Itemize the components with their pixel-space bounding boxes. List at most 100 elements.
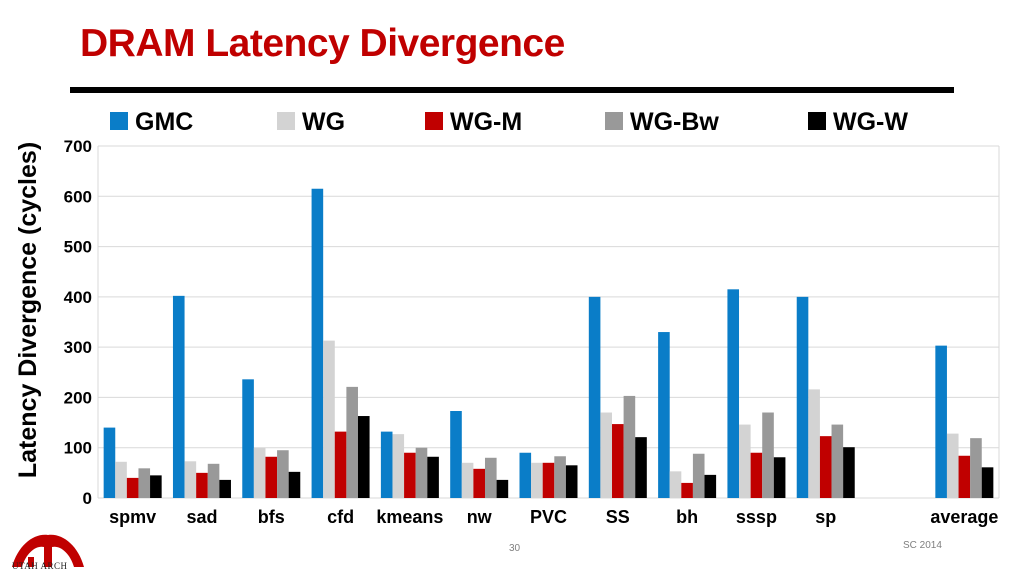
bar-wg-w-nw (496, 479, 509, 498)
bar-wg-bw-bh (692, 453, 705, 498)
bar-wg-bw-sssp (762, 412, 774, 498)
legend-swatch-wg-bw (605, 112, 623, 130)
x-tick-label: PVC (530, 507, 567, 527)
bar-gmc-sad (172, 295, 185, 498)
chart-bars (103, 188, 994, 498)
bar-wg-bw-cfd (346, 386, 358, 498)
y-tick-label: 700 (64, 137, 92, 156)
y-tick-label: 400 (64, 288, 92, 307)
bar-wg-w-kmeans (427, 456, 439, 498)
y-tick-label: 200 (64, 388, 92, 407)
legend-label-gmc: GMC (135, 108, 193, 136)
x-tick-label: cfd (327, 507, 354, 527)
bar-gmc-nw (450, 411, 462, 498)
x-tick-label: average (930, 507, 998, 527)
bar-wg-bh (669, 471, 682, 498)
bar-wg-m-spmv (126, 477, 139, 498)
x-axis-ticks: spmv sad bfs cfd kmeans nw PVC SS bh sssp sp averag… (109, 507, 998, 527)
bar-wg-bw-kmeans (415, 447, 428, 498)
bar-wg-bw-average (970, 438, 982, 498)
y-tick-label: 500 (64, 238, 92, 257)
bar-wg-kmeans (392, 434, 405, 498)
bar-wg-m-cfd (334, 431, 347, 498)
legend-label-wg-w: WG-W (833, 108, 908, 136)
chart-legend: GMC WG WG-M WG-Bw WG-W (110, 108, 908, 136)
bar-gmc-bh (658, 332, 670, 498)
bar-wg-nw (461, 462, 474, 498)
y-axis-label: Latency Divergence (cycles) (14, 142, 42, 478)
legend-label-wg-bw: WG-Bw (630, 108, 719, 136)
logo-text: UTAH ARCH (12, 561, 68, 571)
bar-wg-bw-sad (207, 463, 220, 498)
bar-wg-w-sp (843, 447, 855, 498)
bar-gmc-spmv (103, 427, 116, 498)
bar-gmc-cfd (311, 188, 324, 498)
x-tick-label: sad (186, 507, 217, 527)
y-tick-label: 100 (64, 439, 92, 458)
bar-wg-m-pvc (542, 462, 555, 498)
footer-note: SC 2014 (903, 540, 942, 551)
x-tick-label: kmeans (376, 507, 443, 527)
bar-gmc-pvc (519, 452, 532, 498)
bar-wg-m-bfs (265, 456, 278, 498)
slide-title: DRAM Latency Divergence (80, 22, 565, 65)
bar-wg-bw-pvc (554, 456, 566, 498)
legend-label-wg: WG (302, 108, 345, 136)
bar-wg-bfs (253, 447, 266, 498)
bar-gmc-bfs (242, 379, 254, 498)
bar-wg-m-sp (819, 436, 832, 498)
page-number: 30 (509, 543, 521, 554)
bar-wg-spmv (115, 461, 127, 498)
bar-gmc-average (935, 345, 947, 498)
bar-wg-sp (808, 389, 820, 498)
x-tick-label: bh (676, 507, 698, 527)
bar-wg-bw-bfs (277, 450, 289, 498)
x-tick-label: SS (606, 507, 630, 527)
bar-wg-m-bh (681, 482, 693, 498)
bar-gmc-ss (588, 296, 601, 498)
legend-swatch-wg (277, 112, 295, 130)
bar-wg-cfd (323, 340, 335, 498)
bar-wg-average (946, 433, 959, 498)
bar-wg-w-bfs (288, 471, 301, 498)
y-tick-label: 300 (64, 338, 92, 357)
bar-gmc-kmeans (380, 431, 393, 498)
bar-wg-m-ss (612, 424, 624, 498)
legend-swatch-wg-m (425, 112, 443, 130)
bar-wg-m-sssp (750, 452, 763, 498)
bar-wg-m-sad (196, 472, 208, 498)
y-axis-ticks: 0 100 200 300 400 500 600 700 (64, 137, 92, 508)
x-tick-label: spmv (109, 507, 156, 527)
bar-wg-sad (184, 461, 197, 498)
utah-arch-logo (12, 534, 84, 567)
bar-wg-m-kmeans (404, 452, 416, 498)
legend-label-wg-m: WG-M (450, 108, 522, 136)
y-tick-label: 600 (64, 187, 92, 206)
x-tick-label: nw (467, 507, 493, 527)
bar-wg-w-pvc (565, 465, 578, 498)
bar-wg-w-average (981, 467, 994, 498)
bar-wg-sssp (739, 424, 751, 498)
bar-wg-w-bh (704, 474, 717, 498)
bar-gmc-sssp (727, 289, 740, 498)
x-tick-label: bfs (258, 507, 285, 527)
bar-wg-bw-sp (831, 424, 844, 498)
title-divider (70, 87, 954, 93)
legend-swatch-gmc (110, 112, 128, 130)
bar-wg-w-spmv (150, 475, 162, 498)
bar-wg-bw-nw (484, 457, 497, 498)
bar-wg-w-ss (635, 437, 647, 498)
bar-wg-w-cfd (357, 416, 370, 498)
chart-gridlines (97, 145, 1000, 499)
bar-wg-ss (600, 412, 613, 498)
bar-wg-m-nw (473, 468, 485, 498)
bar-wg-w-sad (219, 479, 231, 498)
bar-wg-bw-spmv (138, 468, 151, 498)
bar-wg-m-average (958, 455, 971, 498)
bar-gmc-sp (796, 296, 809, 498)
legend-swatch-wg-w (808, 112, 826, 130)
bar-wg-w-sssp (773, 457, 786, 498)
x-tick-label: sssp (736, 507, 777, 527)
x-tick-label: sp (815, 507, 836, 527)
